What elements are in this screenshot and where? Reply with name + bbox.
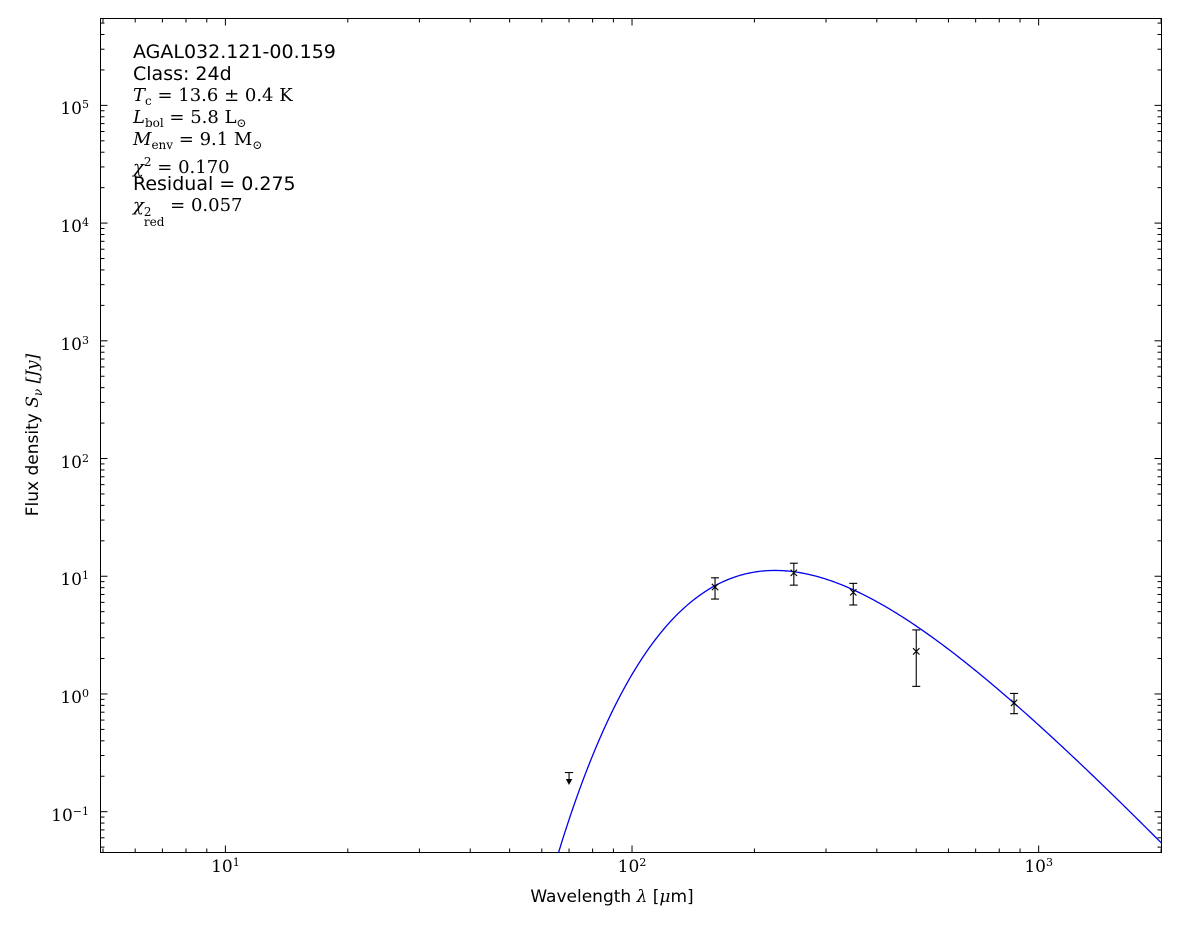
plot-frame bbox=[100, 18, 1162, 853]
x-tick-label: 103 bbox=[1024, 856, 1054, 877]
error-bar bbox=[912, 629, 921, 687]
y-tick-label: 102 bbox=[60, 451, 89, 473]
envelope-mass-value: Menv = 9.1 M⊙ bbox=[133, 129, 263, 152]
fit-curve bbox=[557, 569, 1162, 853]
fit-results-annotation: AGAL032.121-00.159 Class: 24d Tc = 13.6 … bbox=[133, 41, 336, 229]
y-tick-label: 101 bbox=[60, 569, 89, 591]
upper-limit-marker bbox=[564, 771, 574, 786]
temperature-value: Tc = 13.6 ± 0.4 K bbox=[133, 85, 293, 108]
sun-symbol: ⊙ bbox=[236, 116, 247, 130]
y-tick-label: 104 bbox=[60, 216, 89, 238]
reduced-chi-squared-value: χ 2 red = 0.057 bbox=[133, 195, 243, 229]
residual-value: Residual = 0.275 bbox=[133, 173, 296, 195]
cross-marker bbox=[1010, 699, 1018, 707]
cross-marker bbox=[711, 583, 719, 591]
class-label: Class: 24d bbox=[133, 63, 232, 85]
x-tick-label: 102 bbox=[617, 856, 647, 877]
y-tick-label: 10−1 bbox=[51, 804, 89, 826]
y-axis-label: Flux density Sν [Jy] bbox=[23, 353, 45, 517]
cross-marker bbox=[849, 588, 857, 596]
error-bar bbox=[789, 562, 798, 586]
x-tick-label: 101 bbox=[211, 856, 240, 877]
source-name: AGAL032.121-00.159 bbox=[133, 41, 336, 63]
error-bar bbox=[711, 577, 720, 600]
x-axis-label: Wavelength λ [μm] bbox=[530, 887, 694, 907]
y-tick-label: 105 bbox=[60, 98, 89, 120]
sun-symbol: ⊙ bbox=[252, 138, 263, 152]
cross-marker bbox=[790, 569, 798, 577]
error-bar bbox=[849, 582, 858, 606]
y-tick-label: 103 bbox=[60, 333, 89, 355]
chi-squared-value: χ2 = 0.170 bbox=[133, 155, 230, 178]
y-tick-label: 100 bbox=[60, 687, 89, 708]
cross-marker bbox=[912, 647, 920, 655]
luminosity-value: Lbol = 5.8 L⊙ bbox=[133, 107, 247, 130]
